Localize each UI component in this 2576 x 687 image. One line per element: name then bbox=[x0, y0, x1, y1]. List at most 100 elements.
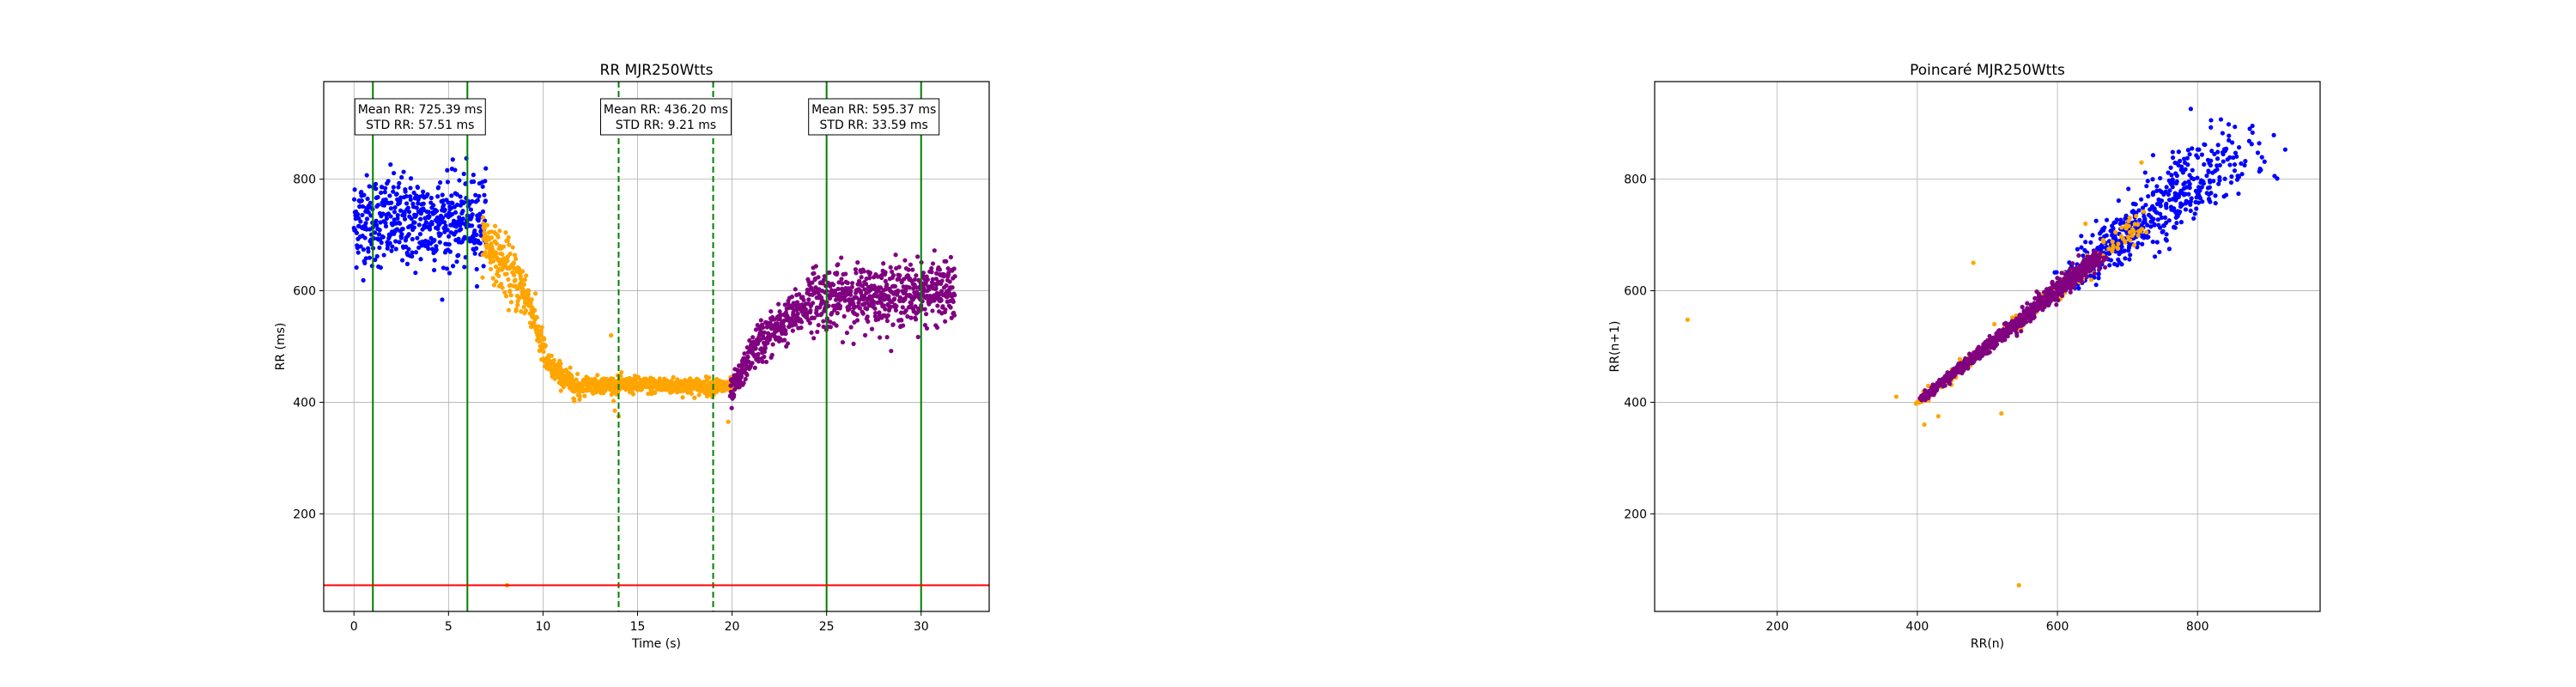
rr-data-point bbox=[490, 258, 496, 264]
rr-data-point bbox=[483, 198, 489, 204]
poincare-data-point bbox=[1947, 377, 1953, 382]
rr-data-point bbox=[896, 288, 901, 294]
rr-data-point bbox=[806, 297, 811, 302]
poincare-data-point bbox=[2054, 270, 2059, 275]
rr-data-point bbox=[483, 250, 488, 255]
rr-data-point bbox=[541, 349, 546, 355]
rr-data-point bbox=[463, 235, 468, 240]
poincare-data-point bbox=[2239, 172, 2245, 177]
poincare-data-point bbox=[2175, 209, 2180, 214]
rr-data-point bbox=[415, 235, 420, 240]
rr-x-tick-label: 30 bbox=[914, 620, 929, 634]
rr-data-point bbox=[930, 277, 935, 282]
rr-data-point bbox=[862, 287, 867, 292]
rr-data-point bbox=[483, 179, 488, 184]
poincare-data-point bbox=[2059, 271, 2064, 276]
poincare-data-point bbox=[2122, 239, 2128, 244]
rr-data-point bbox=[819, 311, 824, 317]
rr-data-point bbox=[816, 275, 821, 280]
poincare-data-point bbox=[1984, 342, 1990, 347]
rr-data-point bbox=[865, 314, 870, 319]
poincare-data-point bbox=[2021, 311, 2026, 317]
poincare-data-point bbox=[2213, 193, 2218, 198]
rr-data-point bbox=[558, 388, 563, 393]
rr-data-point bbox=[799, 325, 804, 331]
rr-annotation-box bbox=[354, 98, 486, 136]
rr-data-point bbox=[793, 322, 799, 327]
poincare-data-point bbox=[2079, 234, 2084, 239]
poincare-data-point bbox=[2103, 264, 2108, 270]
poincare-data-point bbox=[2170, 149, 2175, 155]
rr-data-point bbox=[849, 284, 854, 289]
rr-data-point bbox=[859, 275, 864, 280]
poincare-data-point bbox=[2250, 123, 2255, 129]
poincare-data-point bbox=[2221, 159, 2226, 164]
rr-outlier-point bbox=[612, 408, 617, 413]
rr-data-point bbox=[881, 261, 886, 266]
poincare-data-point bbox=[2170, 155, 2176, 161]
rr-data-point bbox=[510, 245, 515, 250]
rr-data-point bbox=[763, 359, 769, 365]
rr-data-point bbox=[506, 277, 511, 283]
rr-reference-lines bbox=[324, 82, 989, 611]
rr-data-point bbox=[476, 218, 481, 223]
poincare-data-point bbox=[2096, 267, 2102, 272]
rr-data-point bbox=[523, 308, 529, 313]
rr-data-point bbox=[750, 335, 756, 340]
rr-data-point bbox=[809, 330, 814, 335]
rr-data-point bbox=[775, 301, 781, 307]
rr-data-point bbox=[434, 244, 439, 249]
rr-data-point bbox=[512, 272, 517, 277]
poincare-data-point bbox=[2026, 316, 2032, 321]
rr-data-point bbox=[842, 298, 848, 303]
rr-data-point bbox=[355, 250, 361, 255]
rr-data-point bbox=[848, 289, 854, 294]
rr-data-point bbox=[418, 257, 423, 262]
rr-data-point bbox=[595, 373, 600, 378]
rr-data-point bbox=[930, 308, 935, 313]
poincare-data-point bbox=[2125, 234, 2131, 240]
rr-data-point bbox=[797, 292, 802, 297]
rr-data-point bbox=[883, 307, 888, 312]
rr-data-point bbox=[505, 258, 510, 264]
rr-data-point bbox=[387, 193, 392, 198]
poincare-data-point bbox=[2116, 241, 2121, 246]
rr-data-point bbox=[830, 283, 836, 288]
rr-data-point bbox=[801, 297, 806, 302]
poincare-data-point bbox=[2194, 153, 2199, 158]
rr-data-point bbox=[753, 346, 758, 351]
rr-data-point bbox=[950, 285, 955, 290]
rr-data-point bbox=[450, 200, 455, 206]
rr-outlier-point bbox=[726, 419, 731, 424]
poincare-data-point bbox=[2243, 159, 2248, 164]
poincare-chart: 200 400 600 800 200 400 600 800 Poincaré MJR25… bbox=[1608, 62, 2321, 651]
poincare-data-point bbox=[2019, 318, 2025, 324]
rr-data-point bbox=[484, 222, 490, 228]
rr-y-tick-label: 200 bbox=[293, 508, 316, 521]
poincare-data-point bbox=[2166, 170, 2171, 175]
rr-data-point bbox=[689, 391, 694, 396]
rr-data-point bbox=[401, 169, 406, 174]
poincare-data-point bbox=[2166, 218, 2172, 223]
rr-data-point bbox=[470, 212, 475, 217]
rr-data-point bbox=[851, 341, 856, 346]
rr-data-point bbox=[696, 392, 702, 398]
poincare-data-point bbox=[2227, 162, 2233, 167]
rr-data-point bbox=[762, 350, 768, 355]
rr-data-point bbox=[449, 193, 454, 198]
rr-plot-frame bbox=[323, 81, 990, 612]
poincare-data-point bbox=[2215, 143, 2221, 148]
rr-data-point bbox=[885, 313, 890, 318]
poincare-data-point bbox=[2209, 149, 2215, 154]
rr-data-point bbox=[395, 213, 400, 218]
rr-data-point bbox=[440, 297, 445, 302]
poincare-data-point bbox=[2230, 140, 2235, 145]
rr-data-point bbox=[374, 186, 379, 192]
poincare-data-point bbox=[2096, 271, 2101, 277]
poincare-data-point bbox=[2156, 222, 2161, 228]
rr-data-point bbox=[453, 167, 458, 173]
rr-data-point bbox=[520, 269, 526, 274]
poincare-data-point bbox=[2066, 268, 2072, 274]
rr-data-point bbox=[359, 198, 364, 204]
